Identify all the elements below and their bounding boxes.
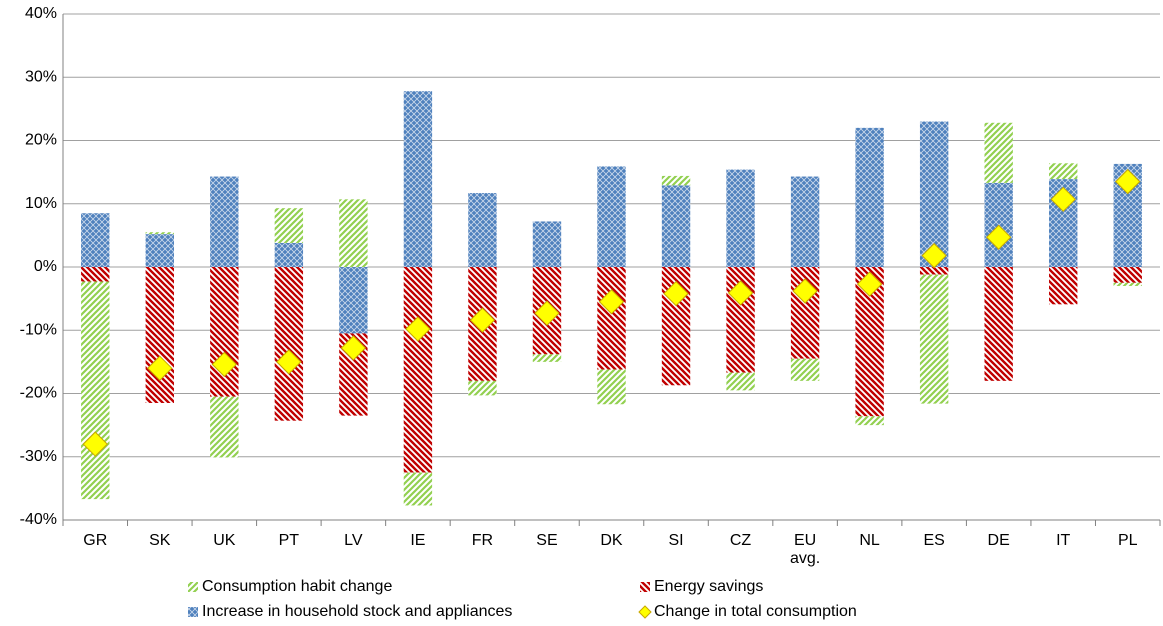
bar-segment <box>274 208 304 243</box>
legend-swatch <box>188 607 198 617</box>
diamond-marker <box>1115 168 1141 195</box>
x-tick-label: PT <box>278 532 300 549</box>
x-tick-label: PL <box>1117 532 1138 549</box>
legend-label: Energy savings <box>654 578 763 595</box>
y-tick-label: 30% <box>25 68 57 85</box>
diamond-marker <box>276 349 302 375</box>
bar-segment <box>1113 282 1142 286</box>
x-tick-label: DK <box>600 532 623 549</box>
diamond-marker <box>663 280 689 307</box>
bar-segment <box>403 472 433 506</box>
diamond-marker <box>598 289 625 315</box>
bar-segment <box>597 369 626 405</box>
bar-segment <box>81 281 110 500</box>
y-tick-label: -20% <box>20 385 57 402</box>
x-tick-label: IT <box>1056 532 1071 549</box>
x-tick-label: CZ <box>729 532 752 549</box>
bar-segment <box>790 358 820 381</box>
bar-segment <box>468 380 497 396</box>
bar-segment <box>919 121 949 268</box>
diamond-marker <box>985 224 1012 250</box>
bar-segment <box>210 267 239 397</box>
y-tick-label: -10% <box>20 321 57 338</box>
legend-swatch <box>640 582 650 592</box>
y-tick-label: 0% <box>34 258 57 275</box>
x-tick-label: UK <box>213 532 236 549</box>
diamond-marker <box>856 271 883 297</box>
bar-segment <box>339 267 368 334</box>
bar-segment <box>984 122 1013 183</box>
x-tick-label: GR <box>83 532 108 549</box>
diamond-marker <box>82 431 108 457</box>
legend-label: Consumption habit change <box>202 578 392 595</box>
bar-segment <box>919 267 949 275</box>
x-tick-label: SI <box>668 532 684 549</box>
bar-segment <box>403 91 433 267</box>
x-tick-label: EU avg. <box>789 532 821 567</box>
bar-segment <box>468 192 497 267</box>
diamond-marker <box>921 242 947 269</box>
bar-segment <box>726 372 755 391</box>
bar-segment <box>984 267 1013 381</box>
y-tick-label: 20% <box>25 132 57 149</box>
x-tick-label: ES <box>923 532 945 549</box>
bar-segment <box>855 127 884 267</box>
diamond-marker <box>727 280 754 306</box>
diamond-marker <box>147 355 173 381</box>
x-tick-label: IE <box>410 532 426 549</box>
diamond-marker <box>340 335 367 361</box>
bar-segment <box>1113 267 1142 283</box>
diamond-marker <box>1050 186 1076 213</box>
x-tick-label: NL <box>859 532 880 549</box>
y-tick-label: 40% <box>25 5 57 22</box>
bar-segment <box>790 176 820 267</box>
x-tick-label: LV <box>344 532 363 549</box>
bar-segment <box>403 267 433 473</box>
bar-segment <box>145 232 174 235</box>
bar-segment <box>597 166 626 267</box>
legend-swatch <box>188 582 198 592</box>
legend-swatch <box>638 605 652 619</box>
diamond-marker <box>405 316 431 342</box>
y-tick-label: 10% <box>25 195 57 212</box>
bar-segment <box>145 267 174 403</box>
bar-segment <box>532 221 562 267</box>
diamond-marker <box>792 278 818 304</box>
bar-segment <box>855 416 884 426</box>
bar-segment <box>81 213 110 267</box>
bar-segment <box>1049 163 1078 180</box>
bar-segment <box>81 267 110 282</box>
bar-segment <box>597 267 626 370</box>
bar-segment <box>532 354 562 362</box>
bar-segment <box>661 175 691 186</box>
legend-label: Change in total consumption <box>654 603 857 620</box>
bar-segment <box>1049 267 1078 305</box>
x-tick-label: SE <box>536 532 558 549</box>
y-tick-label: -40% <box>20 511 57 528</box>
bar-segment <box>210 396 239 458</box>
diamond-marker <box>469 307 496 333</box>
x-tick-label: SK <box>149 532 171 549</box>
legend-label: Increase in household stock and applianc… <box>202 603 512 620</box>
bar-segment <box>661 185 691 267</box>
bar-segment <box>726 169 755 267</box>
y-tick-label: -30% <box>20 448 57 465</box>
bar-segment <box>274 242 304 267</box>
bar-segment <box>210 176 239 267</box>
x-tick-label: DE <box>987 532 1010 549</box>
bar-segment <box>919 274 949 404</box>
bar-segment <box>274 267 304 421</box>
bar-segment <box>145 234 174 267</box>
diamond-marker <box>211 351 238 378</box>
x-tick-label: FR <box>471 532 494 549</box>
diamond-marker <box>534 300 560 326</box>
bar-segment <box>339 199 368 267</box>
